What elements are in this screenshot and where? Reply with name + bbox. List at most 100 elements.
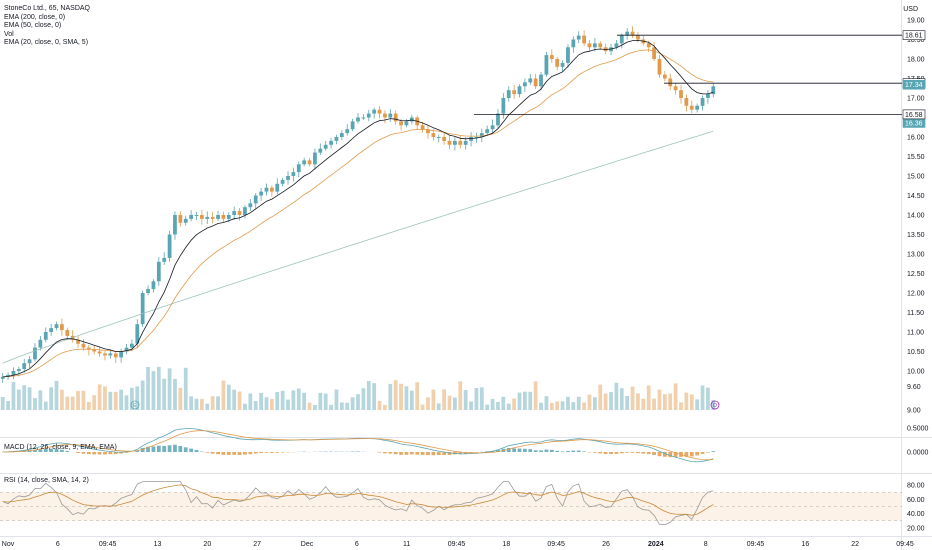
candle-body[interactable] [16, 369, 21, 371]
candle-body[interactable] [496, 113, 500, 126]
candle-body[interactable] [108, 353, 113, 356]
candle-body[interactable] [27, 359, 32, 364]
candle-body[interactable] [280, 179, 285, 184]
candle-body[interactable] [388, 113, 393, 118]
candle-body[interactable] [383, 113, 387, 118]
candle-body[interactable] [130, 343, 134, 348]
candle-body[interactable] [566, 47, 570, 63]
candle-body[interactable] [43, 332, 48, 340]
candle-body[interactable] [684, 98, 689, 106]
candle-body[interactable] [210, 216, 215, 219]
candle-body[interactable] [221, 215, 226, 219]
candle-body[interactable] [544, 55, 549, 75]
candle-body[interactable] [426, 129, 430, 134]
candle-body[interactable] [619, 35, 624, 44]
candle-body[interactable] [140, 293, 145, 325]
candle-body[interactable] [33, 347, 37, 360]
candle-body[interactable] [614, 43, 619, 48]
candle-body[interactable] [673, 86, 678, 91]
candle-body[interactable] [296, 164, 301, 173]
candle-body[interactable] [60, 324, 64, 331]
candle-body[interactable] [22, 363, 27, 370]
candle-body[interactable] [474, 137, 479, 138]
candle-body[interactable] [216, 215, 220, 219]
candle-body[interactable] [463, 140, 468, 145]
candle-body[interactable] [356, 117, 360, 122]
candle-body[interactable] [38, 339, 43, 348]
candle-body[interactable] [124, 347, 129, 352]
candle-body[interactable] [652, 47, 656, 59]
candle-body[interactable] [92, 349, 97, 352]
candle-body[interactable] [119, 351, 124, 358]
candle-body[interactable] [313, 152, 317, 165]
candle-body[interactable] [183, 218, 188, 223]
candle-body[interactable] [81, 343, 86, 348]
candle-body[interactable] [393, 113, 398, 122]
candle-body[interactable] [302, 160, 307, 165]
candle-body[interactable] [399, 121, 403, 126]
candle-body[interactable] [571, 39, 576, 48]
candle-body[interactable] [517, 86, 522, 95]
candle-body[interactable] [232, 211, 237, 215]
candle-body[interactable] [528, 78, 533, 83]
candle-body[interactable] [711, 86, 716, 95]
candle-body[interactable] [479, 133, 484, 137]
candle-body[interactable] [490, 125, 495, 130]
candle-body[interactable] [695, 105, 700, 110]
candle-body[interactable] [501, 98, 506, 114]
candle-body[interactable] [178, 215, 183, 223]
candle-body[interactable] [226, 215, 231, 219]
candle-body[interactable] [0, 376, 5, 379]
candle-body[interactable] [135, 324, 140, 344]
candle-body[interactable] [194, 215, 199, 216]
candle-body[interactable] [103, 353, 107, 356]
candle-body[interactable] [237, 211, 242, 215]
candle-body[interactable] [560, 62, 565, 67]
candle-body[interactable] [291, 172, 296, 176]
candle-body[interactable] [151, 281, 156, 290]
macd-panel[interactable] [2, 428, 716, 463]
candle-body[interactable] [582, 35, 586, 44]
candle-body[interactable] [555, 59, 560, 67]
candle-body[interactable] [533, 78, 538, 87]
candle-body[interactable] [469, 137, 473, 141]
candle-body[interactable] [286, 176, 290, 180]
candle-body[interactable] [54, 324, 59, 329]
candle-body[interactable] [442, 137, 447, 141]
candle-body[interactable] [436, 137, 441, 138]
candle-body[interactable] [431, 133, 436, 137]
event-marker-icon[interactable] [710, 400, 720, 410]
candle-body[interactable] [259, 191, 263, 196]
candle-body[interactable] [350, 121, 355, 130]
candle-body[interactable] [420, 125, 425, 130]
candle-body[interactable] [275, 183, 280, 192]
candle-body[interactable] [636, 35, 640, 40]
candle-body[interactable] [512, 90, 517, 95]
candle-body[interactable] [630, 31, 635, 36]
candle-body[interactable] [205, 216, 210, 219]
candle-body[interactable] [523, 82, 527, 87]
candle-body[interactable] [162, 257, 167, 262]
candle-body[interactable] [662, 74, 667, 79]
candle-body[interactable] [113, 353, 118, 358]
candle-body[interactable] [339, 133, 344, 137]
candle-body[interactable] [334, 137, 339, 141]
candle-body[interactable] [458, 140, 463, 145]
candle-body[interactable] [97, 351, 102, 354]
candle-body[interactable] [167, 234, 172, 258]
candle-body[interactable] [6, 374, 10, 377]
candle-body[interactable] [269, 187, 274, 192]
candle-body[interactable] [189, 215, 193, 219]
candle-body[interactable] [592, 43, 597, 48]
candle-body[interactable] [329, 140, 333, 145]
candle-body[interactable] [689, 105, 694, 110]
candle-body[interactable] [485, 129, 490, 134]
candle-body[interactable] [587, 43, 592, 48]
candle-body[interactable] [264, 187, 269, 192]
candle-body[interactable] [549, 55, 554, 59]
candle-body[interactable] [409, 117, 414, 122]
candle-body[interactable] [253, 195, 258, 204]
candle-body[interactable] [625, 31, 630, 36]
